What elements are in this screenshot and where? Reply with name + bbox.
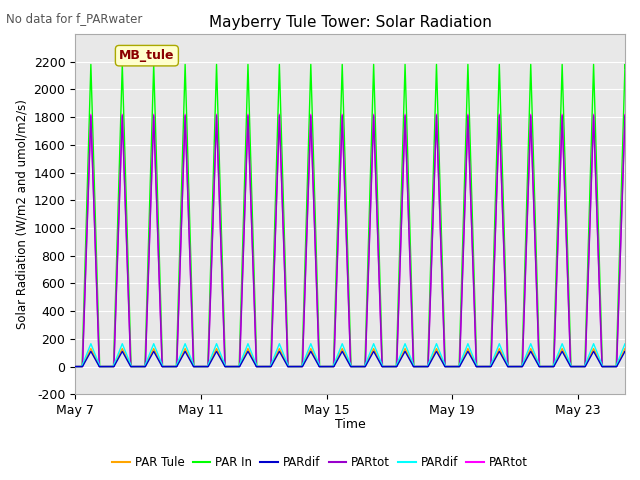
Y-axis label: Solar Radiation (W/m2 and umol/m2/s): Solar Radiation (W/m2 and umol/m2/s) [15,99,28,329]
Text: No data for f_PARwater: No data for f_PARwater [6,12,143,25]
Text: MB_tule: MB_tule [119,49,175,62]
Title: Mayberry Tule Tower: Solar Radiation: Mayberry Tule Tower: Solar Radiation [209,15,492,30]
X-axis label: Time: Time [335,419,365,432]
Legend: PAR Tule, PAR In, PARdif, PARtot, PARdif, PARtot: PAR Tule, PAR In, PARdif, PARtot, PARdif… [108,452,532,474]
